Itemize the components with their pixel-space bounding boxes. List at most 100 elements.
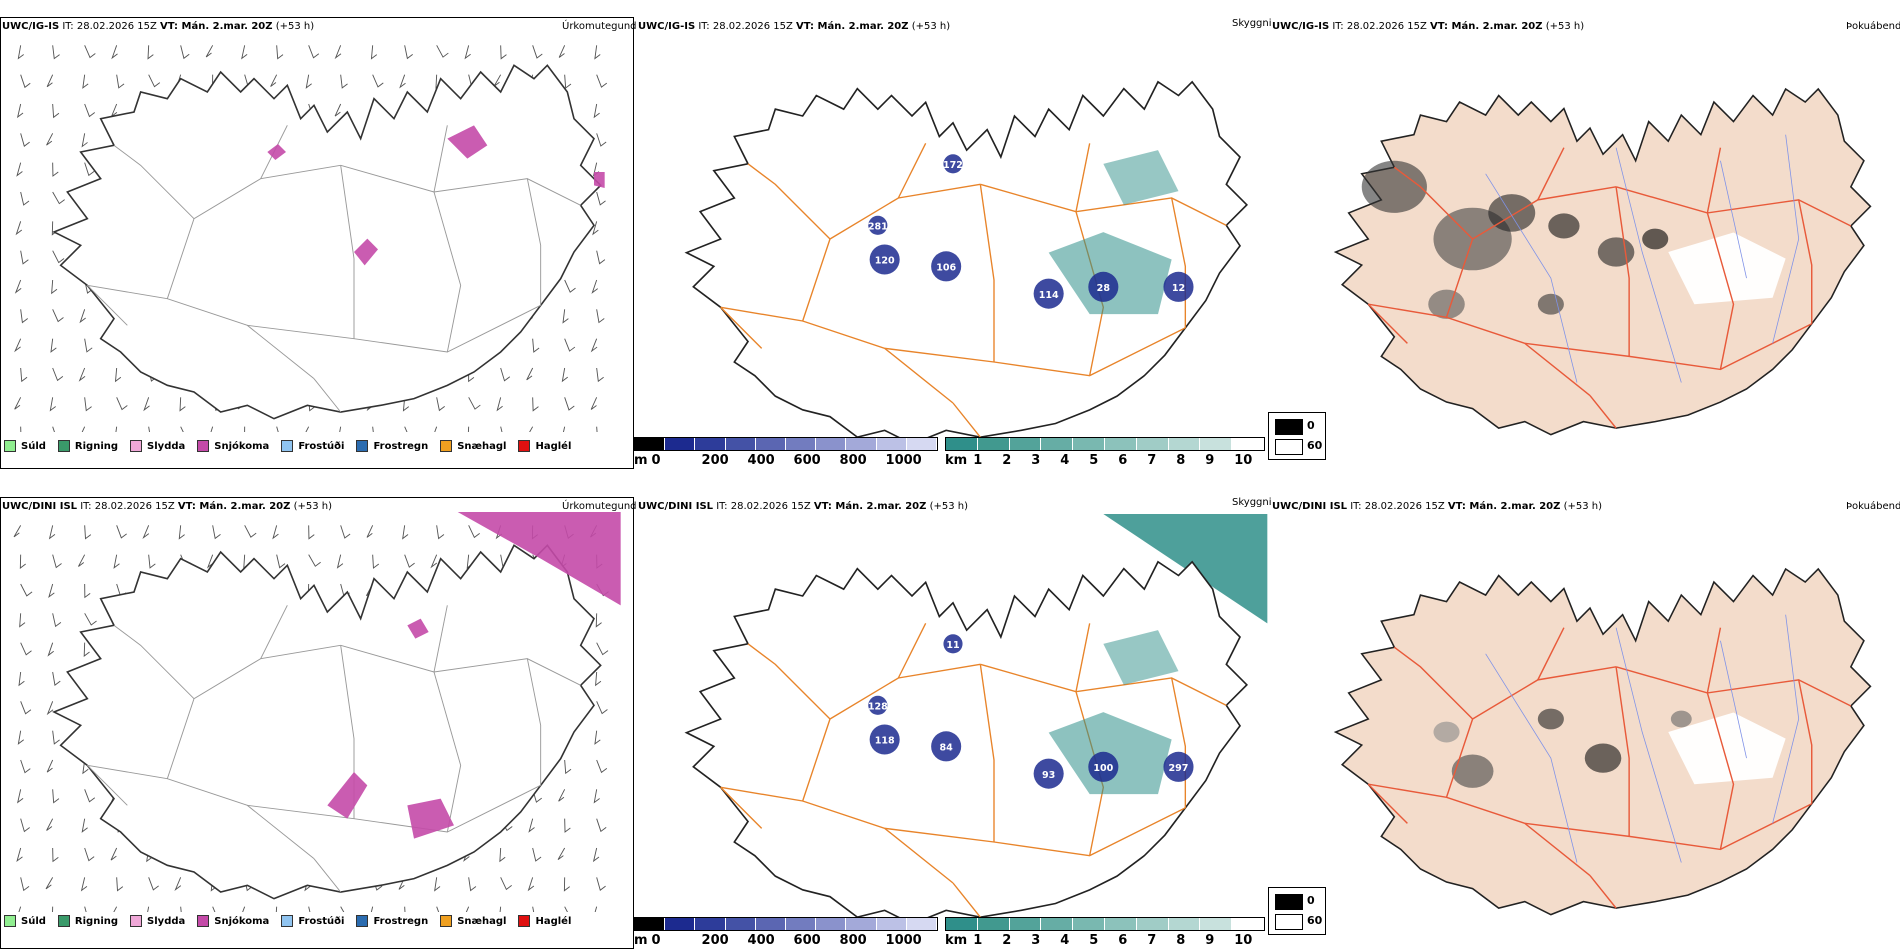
- fog-label-60: 60: [1307, 439, 1323, 452]
- visibility-unit: km: [945, 453, 968, 468]
- height-colorbar-ticks: m 0 200 400 600 800 1000: [634, 933, 954, 948]
- colorbar-step: [906, 918, 938, 930]
- height-tick: 1000: [885, 933, 922, 948]
- colorbar-step: [755, 918, 787, 930]
- colorbar-step: [1009, 918, 1042, 930]
- panel-title-visibility: Skyggni: [1232, 497, 1272, 508]
- colorbar-step: [1136, 918, 1169, 930]
- elevation-label: 297: [1169, 763, 1189, 774]
- legend-swatch: [197, 440, 210, 452]
- panel-header: UWC/DINI ISL IT: 28.02.2026 15Z VT: Mán.…: [1272, 501, 1602, 512]
- init-time: 28.02.2026 15Z: [94, 501, 175, 512]
- forecast-row-1: UWC/DINI ISL IT: 28.02.2026 15Z VT: Mán.…: [0, 492, 1900, 952]
- legend-item: Slydda: [130, 440, 185, 452]
- visibility-tick: 2: [1002, 453, 1012, 468]
- valid-time: VT: Mán. 2.mar. 20Z: [796, 21, 909, 32]
- legend-item: Snjókoma: [197, 440, 269, 452]
- model-name: UWC/DINI ISL: [1272, 501, 1348, 512]
- colorbar-step: [725, 438, 756, 450]
- height-colorbar: [634, 917, 938, 931]
- panel-header: UWC/IG-IS IT: 28.02.2026 15Z VT: Mán. 2.…: [1272, 21, 1584, 32]
- init-time: 28.02.2026 15Z: [730, 501, 811, 512]
- colorbar-step: [977, 918, 1010, 930]
- elevation-label: 114: [1039, 290, 1059, 301]
- legend-item: Súld: [4, 915, 46, 927]
- colorbar-step: [725, 918, 756, 930]
- valid-time: VT: Mán. 2.mar. 20Z: [177, 501, 291, 512]
- panel-title-precip: Úrkomutegund: [562, 21, 637, 32]
- visibility-tick: 5: [1089, 933, 1099, 948]
- colorbar-step: [1232, 918, 1264, 930]
- height-tick: 1000: [885, 453, 922, 468]
- visibility-colorbar-ticks: km 1 2 3 4 5 6 7 8 9 10: [945, 453, 1265, 468]
- panel-title-visibility: Skyggni: [1232, 18, 1272, 29]
- colorbar-step: [665, 918, 696, 930]
- colorbar-step: [635, 918, 666, 930]
- snow-area: [267, 144, 286, 160]
- height-colorbar-ticks: m 0 200 400 600 800 1000: [634, 453, 954, 468]
- legend-label: Frostúði: [298, 440, 345, 452]
- legend-item: Snæhagl: [440, 440, 506, 452]
- visibility-map: 120 106 114 28 12 172 281: [684, 80, 1248, 444]
- legend-item: Slydda: [130, 915, 185, 927]
- height-tick: 0: [651, 933, 661, 948]
- elevation-label: 281: [868, 221, 888, 232]
- legend-label: Rigning: [74, 440, 119, 452]
- colorbar-step: [1200, 918, 1233, 930]
- elevation-label: 128: [868, 701, 888, 712]
- panel-title-fog: Þokuábendi: [1846, 501, 1900, 512]
- visibility-tick: 2: [1002, 933, 1012, 948]
- height-unit: m: [634, 933, 648, 948]
- visibility-tick: 8: [1176, 933, 1186, 948]
- legend-swatch: [440, 440, 453, 452]
- legend-item: Frostregn: [356, 915, 428, 927]
- visibility-tick: 6: [1118, 933, 1128, 948]
- snow-area: [327, 772, 368, 819]
- colorbar-step: [1041, 918, 1074, 930]
- colorbar-step: [1168, 918, 1201, 930]
- precip-legend: Súld Rigning Slydda Snjókoma Frostúði Frostre…: [4, 440, 583, 452]
- legend-swatch: [281, 915, 294, 927]
- colorbar-step: [1168, 438, 1201, 450]
- snow-area: [407, 798, 454, 839]
- panel-header: UWC/IG-IS IT: 28.02.2026 15Z VT: Mán. 2.…: [638, 21, 950, 32]
- init-time: 28.02.2026 15Z: [1346, 21, 1427, 32]
- snow-area: [457, 512, 621, 606]
- snow-area: [594, 172, 605, 188]
- legend-label: Frostregn: [373, 440, 429, 452]
- colorbar-step: [1136, 438, 1169, 450]
- legend-item: Rigning: [57, 915, 118, 927]
- lead-time: (+53 h): [290, 501, 333, 512]
- colorbar-step: [665, 438, 696, 450]
- legend-swatch: [130, 440, 143, 452]
- forecast-row-0: UWC/IG-IS IT: 28.02.2026 15Z VT: Mán. 2.…: [0, 12, 1900, 472]
- legend-item: Snjókoma: [197, 915, 269, 927]
- legend-item: Haglél: [518, 915, 571, 927]
- legend-item: Frostregn: [356, 440, 428, 452]
- legend-swatch: [518, 440, 531, 452]
- fog-map: [1333, 567, 1872, 916]
- legend-label: Frostúði: [298, 915, 345, 927]
- elevation-label: 12: [1172, 283, 1185, 294]
- visibility-tick: 1: [973, 933, 983, 948]
- height-tick: 0: [651, 453, 661, 468]
- it-label: IT:: [59, 21, 77, 32]
- legend-swatch: [4, 915, 16, 927]
- panel-header: UWC/IG-IS IT: 28.02.2026 15Z VT: Mán. 2.…: [2, 21, 314, 32]
- fog-swatch-black: [1275, 894, 1303, 910]
- colorbar-step: [977, 438, 1010, 450]
- lead-time: (+53 h): [1542, 21, 1585, 32]
- colorbar-step: [1073, 918, 1105, 930]
- valid-time: VT: Mán. 2.mar. 20Z: [1447, 501, 1561, 512]
- fog-swatch-black: [1275, 419, 1303, 435]
- visibility-colorbar: [945, 437, 1265, 451]
- colorbar-step: [946, 438, 978, 450]
- legend-swatch: [356, 915, 369, 927]
- valid-time: VT: Mán. 2.mar. 20Z: [160, 21, 273, 32]
- legend-label: Slydda: [147, 440, 186, 452]
- lead-time: (+53 h): [908, 21, 951, 32]
- legend-swatch: [281, 440, 294, 452]
- height-tick: 200: [701, 453, 729, 468]
- height-tick: 600: [793, 453, 821, 468]
- legend-item: Haglél: [518, 440, 571, 452]
